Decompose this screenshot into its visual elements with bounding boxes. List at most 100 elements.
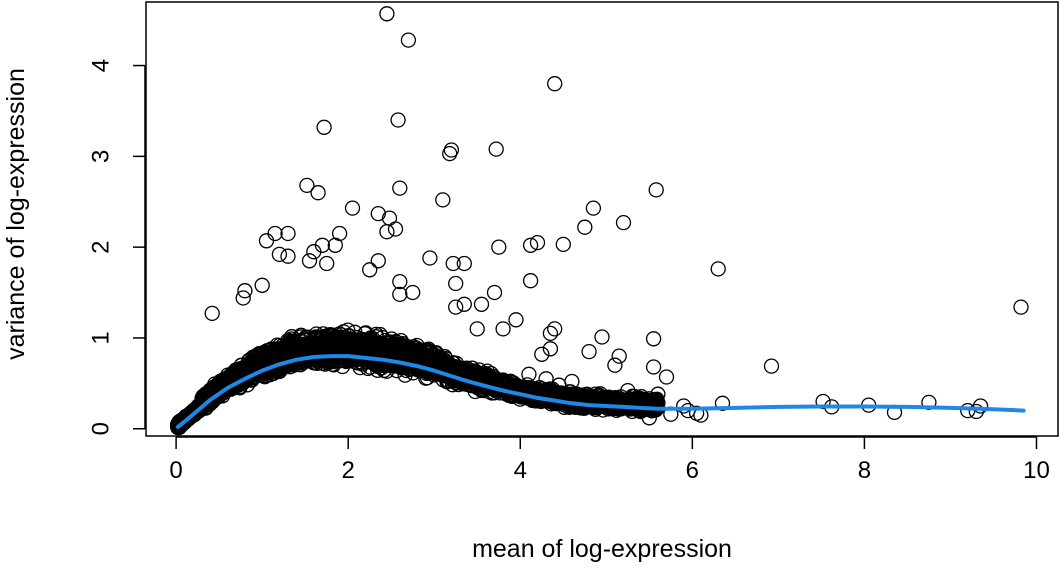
data-point: [486, 284, 503, 301]
data-point: [367, 355, 383, 372]
data-point: [616, 394, 632, 410]
data-point: [615, 214, 632, 231]
data-point: [310, 345, 327, 362]
data-point: [379, 6, 395, 22]
data-point: [564, 373, 580, 390]
data-point: [547, 321, 563, 337]
trend-line-layer: [175, 354, 1026, 429]
data-point: [344, 200, 361, 216]
data-point: [624, 403, 640, 420]
data-point: [445, 255, 461, 272]
data-point: [381, 210, 398, 226]
data-point: [648, 182, 664, 198]
data-point: [551, 377, 567, 393]
data-point: [299, 177, 315, 194]
data-point: [469, 321, 485, 337]
data-point: [379, 224, 395, 240]
data-point: [473, 296, 490, 312]
data-point: [521, 366, 537, 382]
data-point: [542, 341, 559, 357]
data-point: [415, 346, 431, 362]
data-point: [676, 398, 692, 414]
data-points: [170, 6, 1029, 436]
y-axis-title: variance of log-expression: [2, 68, 30, 360]
y-tick-label: 1: [87, 331, 114, 344]
data-point: [310, 185, 326, 201]
data-point: [650, 386, 666, 402]
data-point: [595, 393, 611, 410]
data-point: [585, 200, 602, 216]
data-point: [495, 321, 511, 337]
data-point: [488, 141, 504, 157]
data-point: [522, 273, 539, 289]
data-point: [362, 347, 379, 364]
data-point: [645, 331, 662, 347]
data-point: [258, 233, 275, 249]
data-point: [248, 355, 264, 371]
data-point: [392, 180, 408, 196]
data-point: [456, 296, 472, 312]
data-point: [508, 312, 524, 328]
data-point: [555, 236, 571, 253]
data-point: [390, 112, 406, 128]
data-point: [581, 343, 597, 360]
data-point: [1013, 299, 1029, 315]
data-point: [235, 290, 251, 306]
data-point: [815, 393, 831, 410]
data-point: [357, 338, 373, 355]
data-point: [456, 255, 472, 272]
data-point: [254, 277, 270, 293]
data-point: [714, 395, 731, 411]
data-point: [641, 410, 657, 426]
data-point: [542, 325, 559, 342]
data-point: [763, 358, 780, 374]
data-point: [972, 398, 989, 414]
data-point: [645, 359, 662, 375]
x-tick-label: 4: [514, 457, 527, 484]
data-point: [204, 305, 220, 322]
data-point: [442, 145, 458, 162]
data-point: [524, 392, 540, 409]
data-point: [177, 411, 193, 427]
x-axis: 0 2 4 6 8 10: [169, 436, 1050, 484]
data-point: [459, 368, 476, 385]
x-tick-label: 8: [858, 457, 871, 484]
data-point: [280, 225, 296, 242]
data-point: [237, 283, 253, 299]
x-axis-title: mean of log-expression: [472, 535, 732, 563]
data-point: [538, 371, 554, 387]
data-point: [422, 250, 438, 266]
data-point: [257, 344, 273, 360]
data-point: [921, 394, 937, 411]
data-point: [559, 390, 576, 406]
data-point: [387, 221, 404, 237]
data-point: [370, 253, 386, 269]
data-point: [968, 403, 984, 420]
x-tick-label: 2: [342, 457, 355, 484]
data-point: [688, 405, 705, 421]
data-point: [271, 246, 288, 263]
data-point: [221, 379, 237, 395]
data-point: [383, 341, 399, 357]
data-point: [207, 376, 223, 392]
y-tick-label: 2: [87, 240, 114, 253]
x-tick-label: 10: [1023, 457, 1050, 484]
data-point: [239, 356, 255, 373]
data-point: [392, 286, 408, 303]
plot-frame: [145, 1, 1059, 437]
data-point: [491, 239, 507, 255]
data-point: [400, 32, 417, 48]
data-point: [594, 329, 610, 345]
data-point: [658, 369, 675, 385]
data-point: [577, 219, 593, 235]
data-point: [547, 76, 563, 92]
data-point: [306, 244, 322, 260]
data-point: [435, 192, 451, 208]
data-point: [710, 261, 726, 277]
data-point: [607, 357, 623, 373]
y-tick-label: 0: [87, 422, 114, 435]
data-point: [285, 335, 301, 351]
data-point: [620, 382, 636, 399]
data-point: [373, 355, 389, 371]
